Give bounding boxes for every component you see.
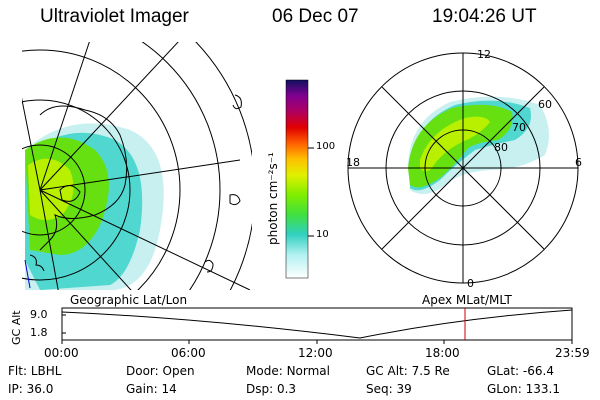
colorbar xyxy=(285,79,309,279)
info-glat: GLat: -66.4 xyxy=(487,364,554,378)
mlt-label-18: 18 xyxy=(346,156,360,169)
aurora-polar-yellow xyxy=(420,116,490,172)
lat-label-80: 80 xyxy=(494,141,508,154)
altitude-curve xyxy=(61,309,573,339)
colorbar-tick-100: 100 xyxy=(316,141,336,152)
timeline-x-tick-0000: 00:00 xyxy=(44,346,79,360)
aurora-map-yellow xyxy=(28,158,74,220)
colorbar-tick-10: 10 xyxy=(316,229,329,240)
altitude-timeline xyxy=(61,307,573,344)
timeline-y-tick-1-8: 1.8 xyxy=(30,326,48,339)
info-gc-alt: GC Alt: 7.5 Re xyxy=(366,364,450,378)
timeline-right-title: Apex MLat/MLT xyxy=(422,293,512,307)
timeline-x-tick-1200: 12:00 xyxy=(298,346,333,360)
info-door: Door: Open xyxy=(126,364,195,378)
instrument-title: Ultraviolet Imager xyxy=(40,6,189,27)
info-seq: Seq: 39 xyxy=(366,382,412,396)
image-date: 06 Dec 07 xyxy=(272,6,359,27)
timeline-x-tick-1800: 18:00 xyxy=(425,346,460,360)
mlt-label-12: 12 xyxy=(477,48,491,61)
polar-plot xyxy=(347,52,579,284)
timeline-x-tick-0600: 06:00 xyxy=(171,346,206,360)
timeline-y-tick-9: 9.0 xyxy=(30,308,48,321)
info-mode: Mode: Normal xyxy=(246,364,330,378)
info-ip: IP: 36.0 xyxy=(8,382,54,396)
colorbar-label: photon cm⁻²s⁻¹ xyxy=(266,152,280,245)
info-filter: Flt: LBHL xyxy=(8,364,62,378)
timeline-left-title: Geographic Lat/Lon xyxy=(70,293,188,307)
lat-label-70: 70 xyxy=(512,121,526,134)
coastline-antarctica xyxy=(39,105,128,251)
mlt-label-0: 0 xyxy=(467,277,474,290)
info-gain: Gain: 14 xyxy=(126,382,177,396)
mlt-label-6: 6 xyxy=(575,156,582,169)
info-glon: GLon: 133.1 xyxy=(487,382,560,396)
lat-label-60: 60 xyxy=(538,98,552,111)
info-dsp: Dsp: 0.3 xyxy=(246,382,297,396)
geographic-map xyxy=(22,42,252,290)
timeline-x-tick-2359: 23:59 xyxy=(555,346,590,360)
image-time: 19:04:26 UT xyxy=(432,6,537,27)
timeline-y-label: GC Alt xyxy=(10,310,23,345)
